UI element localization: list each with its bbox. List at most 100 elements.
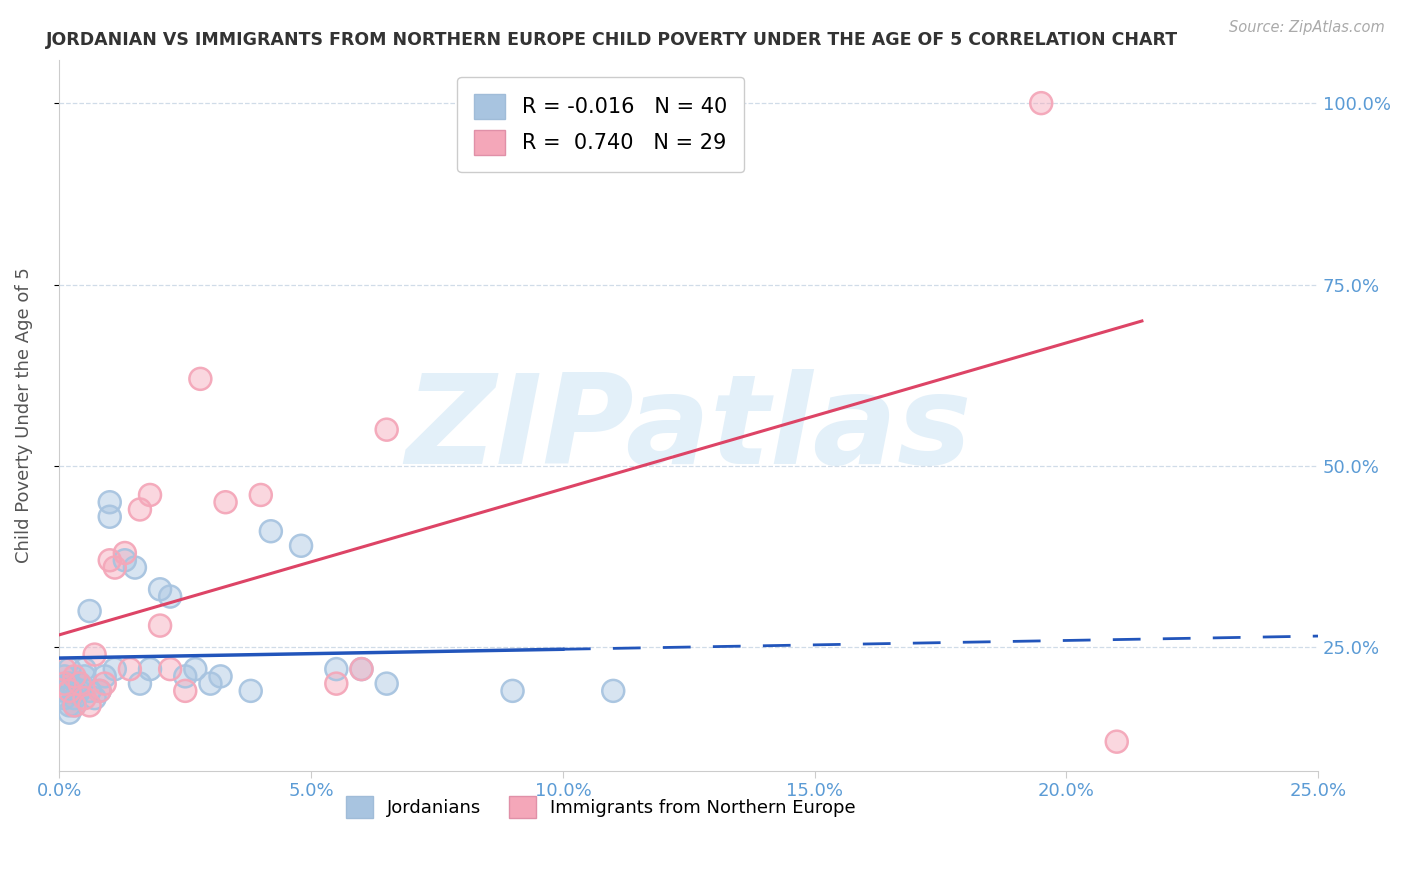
Point <box>63 698 86 713</box>
Point <box>69 684 91 698</box>
Point <box>73 691 96 706</box>
Point <box>139 488 162 502</box>
Text: JORDANIAN VS IMMIGRANTS FROM NORTHERN EUROPE CHILD POVERTY UNDER THE AGE OF 5 CO: JORDANIAN VS IMMIGRANTS FROM NORTHERN EU… <box>45 31 1178 49</box>
Point <box>149 618 172 632</box>
Point <box>98 509 121 524</box>
Point <box>290 539 312 553</box>
Point <box>63 669 86 683</box>
Point <box>174 669 197 683</box>
Point <box>200 676 222 690</box>
Point <box>174 669 197 683</box>
Point <box>79 604 101 618</box>
Point <box>174 684 197 698</box>
Point <box>209 669 232 683</box>
Point <box>63 698 86 713</box>
Point <box>159 590 181 604</box>
Point <box>114 553 136 567</box>
Point <box>129 502 152 516</box>
Point <box>98 495 121 509</box>
Point <box>129 676 152 690</box>
Point <box>375 423 398 437</box>
Point <box>83 691 105 706</box>
Point <box>260 524 283 539</box>
Point <box>73 662 96 676</box>
Point <box>58 698 80 713</box>
Point <box>350 662 373 676</box>
Point <box>63 698 86 713</box>
Point <box>249 488 271 502</box>
Point <box>58 684 80 698</box>
Point <box>53 669 76 683</box>
Point <box>104 560 127 574</box>
Point <box>93 669 115 683</box>
Text: Source: ZipAtlas.com: Source: ZipAtlas.com <box>1229 20 1385 35</box>
Point <box>79 698 101 713</box>
Point <box>114 546 136 560</box>
Point <box>73 669 96 683</box>
Point <box>73 691 96 706</box>
Point <box>69 676 91 690</box>
Point <box>139 662 162 676</box>
Point <box>350 662 373 676</box>
Point <box>139 662 162 676</box>
Point <box>174 684 197 698</box>
Point <box>73 669 96 683</box>
Point <box>98 509 121 524</box>
Point <box>184 662 207 676</box>
Point <box>502 684 524 698</box>
Point <box>114 546 136 560</box>
Point <box>124 560 146 574</box>
Point <box>325 662 347 676</box>
Point <box>53 676 76 690</box>
Point <box>69 676 91 690</box>
Point <box>89 684 111 698</box>
Point <box>290 539 312 553</box>
Point <box>104 662 127 676</box>
Point <box>79 698 101 713</box>
Point <box>139 488 162 502</box>
Point <box>159 662 181 676</box>
Point <box>200 676 222 690</box>
Legend: Jordanians, Immigrants from Northern Europe: Jordanians, Immigrants from Northern Eur… <box>339 789 863 826</box>
Point <box>79 604 101 618</box>
Point <box>159 590 181 604</box>
Point <box>53 691 76 706</box>
Point <box>114 553 136 567</box>
Point <box>79 684 101 698</box>
Point <box>1031 96 1053 111</box>
Point <box>104 560 127 574</box>
Point <box>104 662 127 676</box>
Point <box>502 96 524 111</box>
Point <box>325 676 347 690</box>
Point <box>83 691 105 706</box>
Point <box>58 706 80 720</box>
Y-axis label: Child Poverty Under the Age of 5: Child Poverty Under the Age of 5 <box>15 268 32 563</box>
Point <box>89 684 111 698</box>
Point <box>502 96 524 111</box>
Point <box>93 676 115 690</box>
Point <box>325 676 347 690</box>
Point <box>58 662 80 676</box>
Point <box>58 676 80 690</box>
Point <box>69 684 91 698</box>
Point <box>93 676 115 690</box>
Point <box>63 691 86 706</box>
Point <box>375 423 398 437</box>
Point <box>149 582 172 597</box>
Point <box>83 648 105 662</box>
Point <box>69 676 91 690</box>
Point <box>602 684 624 698</box>
Point <box>124 560 146 574</box>
Point <box>239 684 262 698</box>
Point <box>89 684 111 698</box>
Point <box>98 553 121 567</box>
Point <box>69 676 91 690</box>
Text: ZIPatlas: ZIPatlas <box>405 369 972 490</box>
Point <box>350 662 373 676</box>
Point <box>93 669 115 683</box>
Point <box>58 676 80 690</box>
Point <box>89 684 111 698</box>
Point <box>502 684 524 698</box>
Point <box>159 662 181 676</box>
Point <box>63 684 86 698</box>
